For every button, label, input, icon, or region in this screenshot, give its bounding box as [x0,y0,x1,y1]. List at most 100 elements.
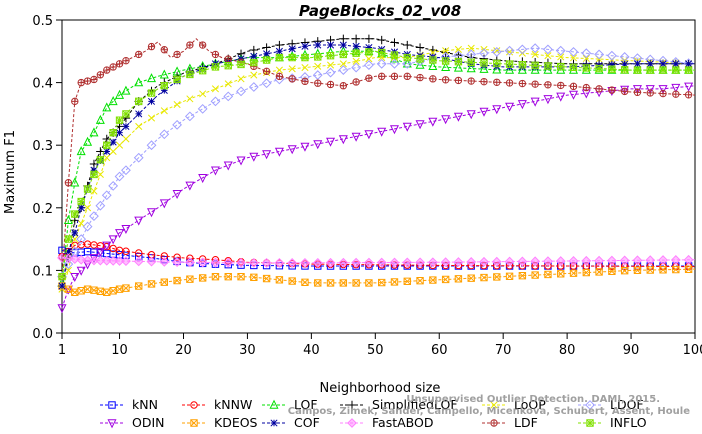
point-odin [262,150,272,160]
point-lof [108,96,118,106]
point-ldof [121,165,131,176]
point-odin [338,135,348,145]
point-lof [95,114,105,124]
point-kdeos [115,285,124,293]
point-inflo [352,49,360,57]
y-axis-label: Maximum F1 [3,130,18,214]
point-kdeos [339,279,348,287]
legend-item-simplifiedlof: SimplifiedLOF [340,397,458,412]
point-odin [102,241,112,251]
point-cof [659,60,667,68]
point-lof [492,64,502,74]
legend-marker [190,401,198,409]
point-ldof [95,200,106,211]
point-fastabod [146,256,157,267]
point-simplifiedlof [351,34,361,43]
point-ldof [376,58,387,69]
legend-item-cof: COF [262,415,320,430]
point-lof [70,177,80,187]
point-loop [442,47,450,55]
point-odin [121,224,131,234]
point-lof [479,63,489,73]
point-fastabod [312,257,323,268]
legend-marker [190,419,198,427]
point-ldof [606,50,617,61]
point-odin [556,92,566,102]
x-axis-label: Neighborhood size [320,381,441,396]
point-lof [115,89,125,99]
point-odin [428,117,438,127]
point-fastabod [530,256,541,267]
point-inflo [96,156,105,164]
point-inflo [659,66,667,74]
point-cof [608,61,616,69]
point-fastabod [491,256,502,267]
point-fastabod [248,257,259,268]
point-fastabod [69,254,80,265]
point-inflo [544,62,552,70]
point-kdeos [557,270,565,278]
point-ldof [159,129,170,140]
point-kdeos [314,279,322,287]
point-inflo [633,66,642,74]
point-simplifiedlof [89,159,99,169]
point-fastabod [517,256,528,267]
point-cof [135,110,143,118]
point-cof [621,60,629,68]
point-inflo [416,55,424,63]
x-tick-label: 10 [111,343,128,358]
point-ldof [63,259,74,270]
legend-item-lof: LOF [262,397,318,412]
point-inflo [237,60,245,69]
point-cof [103,147,111,156]
point-kdeos [480,273,488,282]
x-tick-label: 30 [239,343,256,358]
point-fastabod [63,253,74,264]
point-ldf [403,72,411,80]
legend-label: kNNW [214,397,252,412]
point-loop [173,100,181,109]
point-lof [102,102,112,112]
point-odin [415,120,425,130]
point-ldf [684,91,693,99]
point-inflo [608,65,616,73]
chart-title: PageBlocks_02_v08 [299,2,461,20]
point-ldof [568,47,579,57]
point-kdeos [250,273,258,281]
point-kdeos [237,272,245,281]
point-inflo [646,66,654,74]
point-fastabod [632,255,643,266]
point-odin [159,199,169,209]
point-inflo [326,51,335,60]
point-ldof [389,58,400,69]
legend-marker [490,419,498,427]
legend-item-kdeos: KDEOS [182,415,258,430]
point-cof [71,229,79,237]
legend-label: COF [294,415,320,430]
point-cof [301,42,309,50]
point-odin [115,229,125,239]
point-ldf [115,60,124,68]
point-fastabod [184,257,195,268]
point-odin [479,107,489,117]
point-fastabod [338,257,349,268]
series-line-ldof [61,47,696,277]
point-ldof [108,180,119,191]
legend-label: ODIN [132,415,165,430]
legend-label: LOF [294,397,318,412]
point-ldf [441,76,450,84]
point-ldof [133,152,144,163]
legend-marker [347,418,357,428]
point-odin [198,174,208,184]
point-inflo [493,59,501,68]
point-fastabod [606,255,617,266]
y-tick-label: 0.1 [32,264,53,279]
point-odin [70,272,80,282]
series-inflo [58,48,695,281]
point-loop [557,53,565,61]
point-loop [582,54,590,63]
point-fastabod [159,256,170,267]
point-fastabod [121,256,131,267]
x-tick-label: 80 [559,343,576,358]
